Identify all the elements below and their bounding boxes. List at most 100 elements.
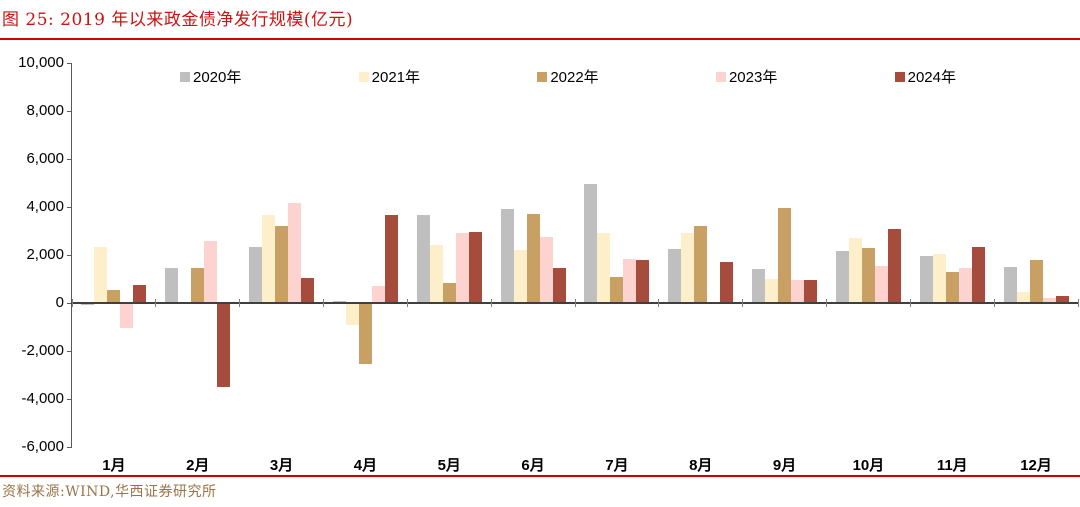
- x-axis-label-3月: 3月: [269, 457, 294, 474]
- bar-2022年-12月: [1029, 259, 1043, 303]
- y-axis-tick-label: 6,000: [26, 150, 64, 167]
- y-axis-tick: [67, 110, 71, 112]
- y-axis-tick-label: -4,000: [21, 390, 64, 407]
- y-axis-tick-label: 10,000: [18, 54, 64, 71]
- bar-2020年-12月: [1003, 267, 1017, 303]
- x-axis-tick: [742, 299, 744, 307]
- legend-swatch-2020年: [180, 71, 190, 82]
- x-axis-label-6月: 6月: [521, 457, 545, 474]
- bar-2022年-11月: [945, 271, 959, 303]
- bar-2024年-12月: [1055, 295, 1069, 303]
- bar-2021年-5月: [429, 245, 443, 303]
- bar-2023年-12月: [1042, 298, 1056, 303]
- x-axis-tick: [71, 299, 73, 307]
- legend-label-2024年: 2024年: [907, 69, 956, 86]
- legend-label-2020年: 2020年: [193, 69, 242, 86]
- y-axis-tick-label: 2,000: [26, 246, 64, 263]
- bar-2022年-8月: [694, 226, 708, 303]
- bar-2024年-11月: [971, 246, 985, 303]
- y-axis-tick: [67, 254, 71, 256]
- chart-legend: 2020年 2021年 2022年 2023年 2024年: [180, 66, 956, 87]
- bar-2023年-10月: [874, 265, 888, 303]
- y-axis-tick: [67, 158, 71, 160]
- y-axis-tick: [67, 206, 71, 208]
- y-axis-tick: [67, 302, 71, 304]
- legend-swatch-2023年: [715, 71, 726, 82]
- bar-2021年-8月: [681, 233, 695, 303]
- x-axis-label-9月: 9月: [772, 457, 797, 474]
- bar-2023年-5月: [455, 233, 469, 303]
- legend-label-2022年: 2022年: [550, 69, 599, 86]
- y-axis-tick: [67, 350, 71, 352]
- bar-2023年-11月: [958, 268, 972, 303]
- bar-2023年-9月: [791, 280, 805, 303]
- y-axis-tick-label: 4,000: [26, 198, 64, 215]
- bar-2023年-4月: [371, 286, 385, 303]
- bar-2022年-4月: [358, 303, 372, 365]
- bar-2024年-8月: [720, 262, 734, 303]
- bar-2022年-2月: [191, 268, 205, 303]
- legend-swatch-2022年: [537, 71, 548, 82]
- bar-2023年-3月: [288, 203, 302, 303]
- y-axis-tick: [67, 446, 71, 448]
- bar-2022年-9月: [778, 208, 792, 303]
- bar-2023年-1月: [120, 303, 134, 329]
- figure-title: 图 25: 2019 年以来政金债净发行规模(亿元): [2, 10, 354, 30]
- x-axis-label-4月: 4月: [353, 457, 378, 474]
- bar-2022年-10月: [861, 247, 875, 303]
- x-axis-tick: [909, 299, 911, 307]
- x-axis-label-1月: 1月: [102, 457, 126, 474]
- legend-item-2020年: 2020年: [180, 66, 241, 87]
- x-axis-tick: [490, 299, 492, 307]
- bar-2024年-3月: [301, 277, 315, 303]
- bar-2024年-9月: [804, 280, 818, 303]
- bar-2020年-3月: [249, 246, 263, 303]
- legend-item-2021年: 2021年: [358, 66, 421, 87]
- legend-item-2024年: 2024年: [894, 66, 956, 87]
- title-divider-line: [0, 38, 1080, 40]
- x-axis-tick: [1077, 299, 1079, 307]
- y-axis-tick-label: 8,000: [26, 102, 64, 119]
- x-axis-label-2月: 2月: [186, 457, 210, 474]
- legend-label-2023年: 2023年: [728, 69, 778, 86]
- bar-2022年-6月: [526, 214, 540, 303]
- bar-2024年-4月: [384, 215, 398, 303]
- y-axis-tick-label: 0: [55, 294, 64, 311]
- bar-2020年-5月: [416, 215, 430, 303]
- x-axis-tick: [826, 299, 827, 307]
- bar-2023年-7月: [623, 258, 637, 303]
- y-axis-tick: [67, 62, 71, 64]
- plot-area: 2020年 2021年 2022年 2023年 2024年 10,000 8,000 6,0…: [18, 54, 1079, 474]
- bar-2021年-7月: [597, 233, 611, 303]
- bar-2022年-1月: [107, 289, 121, 303]
- bar-2022年-5月: [442, 282, 456, 303]
- x-axis-label-12月: 12月: [1020, 457, 1052, 474]
- x-axis-tick: [406, 299, 408, 307]
- legend-label-2021年: 2021年: [371, 69, 421, 86]
- bar-2024年-7月: [636, 259, 650, 303]
- x-axis-label-8月: 8月: [689, 457, 713, 474]
- x-axis-tick: [323, 299, 324, 307]
- legend-swatch-2021年: [358, 71, 369, 82]
- bar-2020年-11月: [919, 256, 933, 303]
- x-axis-tick: [239, 299, 241, 307]
- x-axis-label-10月: 10月: [852, 457, 885, 474]
- bar-2020年-8月: [668, 249, 682, 303]
- data-source-note: 资料来源:WIND,华西证券研究所: [2, 484, 217, 500]
- bar-2024年-10月: [887, 228, 901, 303]
- y-axis-line: [71, 63, 72, 448]
- bar-2021年-1月: [94, 246, 108, 303]
- legend-item-2023年: 2023年: [715, 66, 778, 87]
- legend-swatch-2024年: [894, 71, 905, 82]
- x-axis-tick: [155, 299, 157, 307]
- y-axis-tick: [67, 398, 71, 400]
- bar-2021年-12月: [1016, 292, 1030, 303]
- bar-2020年-9月: [752, 269, 766, 303]
- bar-2024年-1月: [133, 285, 147, 303]
- bar-2022年-7月: [610, 276, 624, 303]
- x-axis-tick: [993, 299, 995, 307]
- bar-2020年-6月: [500, 209, 514, 303]
- bar-2020年-2月: [165, 268, 179, 303]
- bar-2024年-5月: [468, 232, 482, 303]
- x-axis-label-11月: 11月: [936, 457, 968, 474]
